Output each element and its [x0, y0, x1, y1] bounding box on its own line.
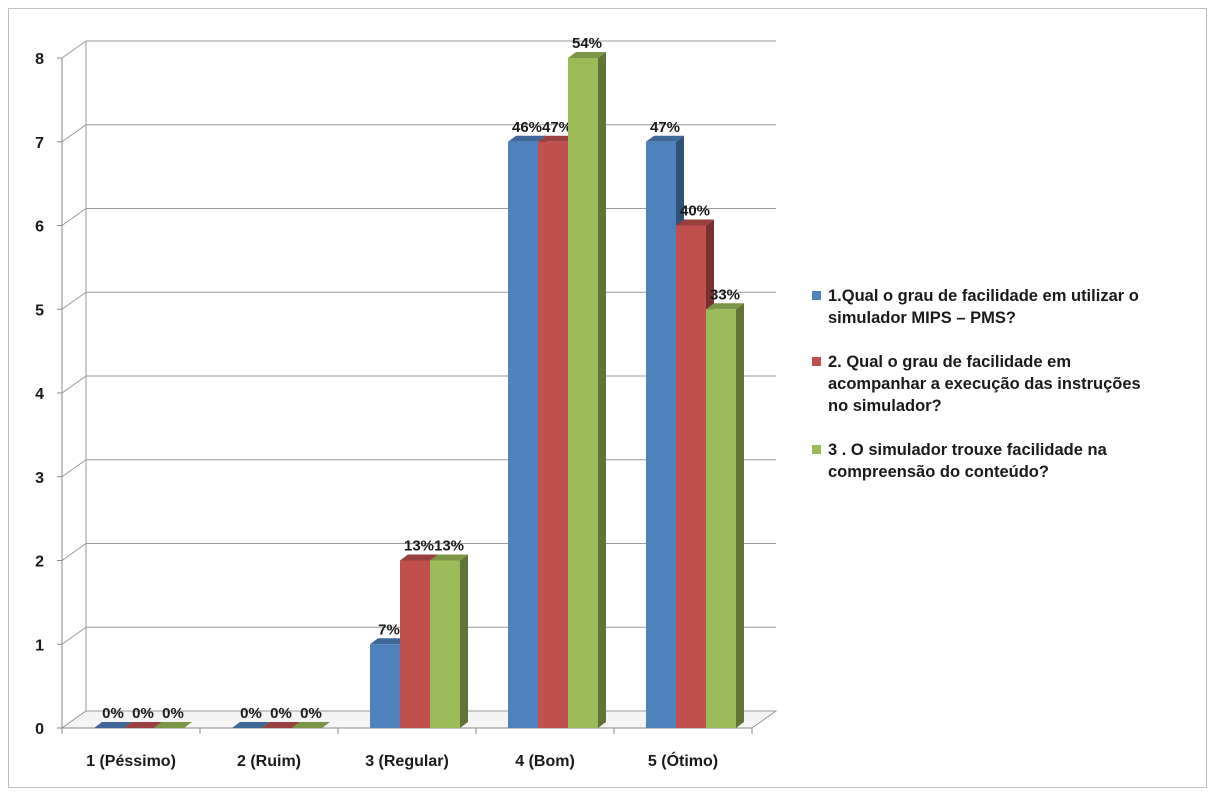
- gridline-side: [61, 375, 87, 394]
- bar-top: [568, 52, 606, 58]
- bar-side: [736, 303, 744, 728]
- bar: [646, 141, 676, 728]
- bar-top: [370, 638, 408, 645]
- data-label: 0%: [240, 705, 262, 722]
- x-tick-label: 1 (Péssimo): [86, 753, 176, 770]
- bar-top: [508, 135, 546, 142]
- x-tick-label: 4 (Bom): [515, 753, 575, 770]
- data-label: 0%: [162, 705, 184, 722]
- gridline-side: [61, 124, 87, 143]
- legend-label: 1.Qual o grau de facilidade em utilizar …: [828, 287, 1139, 305]
- data-label: 13%: [404, 538, 434, 555]
- gridline-side: [61, 459, 87, 478]
- bar-top: [706, 303, 744, 310]
- bar-side: [598, 52, 606, 728]
- bar-top: [430, 554, 468, 561]
- gridline-side: [61, 208, 87, 226]
- legend-swatch: [812, 291, 821, 300]
- bar-top: [292, 722, 330, 728]
- bar-top: [400, 554, 438, 561]
- legend-item: 1.Qual o grau de facilidade em utilizar …: [812, 285, 1207, 329]
- legend-swatch: [812, 357, 821, 366]
- y-tick-label: 1: [35, 637, 44, 654]
- data-label: 0%: [102, 705, 124, 722]
- legend-item: 2. Qual o grau de facilidade em acompanha…: [812, 351, 1207, 417]
- legend-label: compreensão do conteúdo?: [828, 463, 1049, 481]
- y-tick-label: 3: [35, 470, 44, 487]
- bar: [430, 560, 460, 728]
- gridline-side: [61, 291, 87, 310]
- data-label: 46%: [512, 119, 542, 136]
- gridline-side: [61, 543, 87, 561]
- data-label: 47%: [542, 119, 572, 136]
- y-tick-label: 6: [35, 219, 44, 236]
- x-tick-label: 3 (Regular): [365, 753, 449, 770]
- bar-top: [538, 135, 576, 142]
- bar-top: [94, 722, 132, 728]
- bar: [508, 141, 538, 728]
- data-label: 0%: [132, 705, 154, 722]
- legend-label: acompanhar a execução das instruções: [828, 375, 1141, 393]
- bar-top: [676, 219, 714, 226]
- bar-side: [460, 554, 468, 728]
- legend-label: 2. Qual o grau de facilidade em: [828, 353, 1071, 371]
- y-tick-label: 4: [35, 386, 44, 403]
- gridline-side: [61, 626, 87, 645]
- legend-label: no simulador?: [828, 397, 942, 415]
- data-label: 40%: [680, 203, 710, 220]
- bar: [676, 225, 706, 728]
- y-tick-label: 5: [35, 302, 44, 319]
- bar-top: [154, 722, 192, 728]
- gridline-side: [61, 40, 87, 59]
- y-tick-label: 2: [35, 554, 44, 571]
- legend-label: simulador MIPS – PMS?: [828, 309, 1016, 327]
- bar: [706, 309, 736, 728]
- bar: [538, 141, 568, 728]
- data-label: 33%: [710, 286, 740, 303]
- bar-top: [646, 135, 684, 142]
- bar-top: [232, 722, 270, 728]
- x-tick-label: 2 (Ruim): [237, 753, 301, 770]
- chart-legend: 1.Qual o grau de facilidade em utilizar …: [812, 285, 1207, 505]
- x-tick-label: 5 (Ótimo): [648, 751, 718, 770]
- bar: [568, 58, 598, 728]
- y-tick-label: 0: [35, 721, 44, 738]
- data-label: 0%: [270, 705, 292, 722]
- bar: [370, 644, 400, 728]
- data-label: 13%: [434, 538, 464, 555]
- data-label: 54%: [572, 35, 602, 52]
- legend-swatch: [812, 445, 821, 454]
- y-tick-label: 8: [35, 51, 44, 68]
- bar-top: [124, 722, 162, 728]
- data-label: 0%: [300, 705, 322, 722]
- y-tick-label: 7: [35, 135, 44, 152]
- legend-item: 3 . O simulador trouxe facilidade na comp…: [812, 439, 1207, 483]
- legend-label: 3 . O simulador trouxe facilidade na: [828, 441, 1107, 459]
- data-label: 7%: [378, 621, 400, 638]
- bar: [400, 560, 430, 728]
- data-label: 47%: [650, 119, 680, 136]
- bar-top: [262, 722, 300, 728]
- chart-frame: [8, 8, 1207, 788]
